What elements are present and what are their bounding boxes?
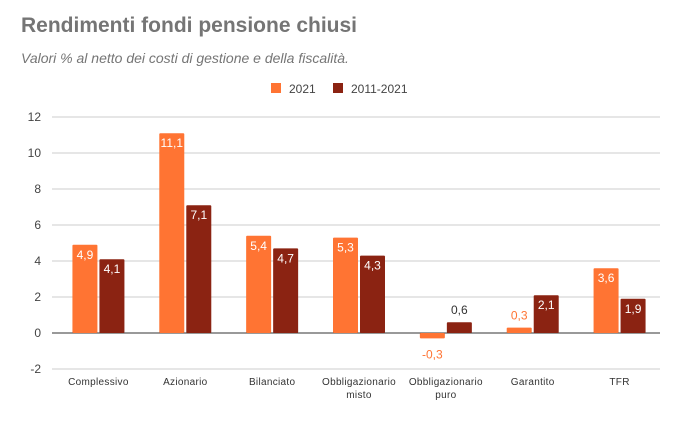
y-tick-label: 2: [34, 290, 41, 304]
y-tick-label: 12: [28, 110, 42, 124]
x-tick-label: Obbligazionario: [322, 377, 396, 388]
bar: [273, 248, 299, 333]
bar: [506, 327, 532, 333]
legend-swatch: [271, 83, 281, 93]
y-axis: -2 0 2 4 6 8 10 12: [28, 110, 42, 376]
data-label: 1,9: [625, 302, 642, 316]
x-tick-label: Azionario: [163, 377, 208, 388]
data-label: -0,3: [422, 347, 443, 361]
bars: 4,9 4,1 11,1 7,1 5,4 4,7 5,3 4,3 -0,3 0,6 0,3 2,1 3,…: [72, 133, 646, 361]
bar: [360, 255, 385, 333]
legend-label: 2021: [289, 82, 316, 96]
x-tick-label: TFR: [609, 377, 629, 388]
x-tick-label: Obbligazionario: [409, 377, 483, 388]
x-tick-label: Garantito: [511, 377, 555, 388]
bar: [593, 268, 619, 333]
data-label: 4,9: [77, 248, 94, 262]
x-axis: Complessivo Azionario Bilanciato Obbligazio…: [68, 377, 629, 401]
bar: [533, 295, 559, 333]
data-label: 2,1: [538, 298, 555, 312]
x-tick-label: Complessivo: [68, 377, 129, 388]
bar: [333, 237, 358, 333]
data-label: 5,3: [337, 241, 354, 255]
x-tick-label: puro: [435, 390, 456, 401]
legend: 2021 2011-2021: [271, 82, 408, 96]
bar: [99, 259, 125, 333]
x-tick-label: misto: [346, 390, 372, 401]
y-tick-label: 8: [34, 182, 41, 196]
data-label: 0,6: [451, 303, 468, 317]
data-label: 5,4: [250, 239, 267, 253]
bar: [246, 235, 272, 333]
bar: [186, 205, 212, 333]
y-tick-label: 4: [34, 254, 41, 268]
chart-subtitle: Valori % al netto dei costi di gestione …: [21, 50, 349, 66]
legend-swatch: [333, 83, 343, 93]
y-tick-label: -2: [30, 362, 41, 376]
data-label: 4,1: [104, 262, 121, 276]
y-tick-label: 0: [34, 326, 41, 340]
bar: [419, 333, 445, 339]
data-label: 3,6: [598, 271, 615, 285]
data-label: 0,3: [511, 309, 528, 323]
x-tick-label: Bilanciato: [249, 377, 295, 388]
bar: [72, 244, 98, 333]
data-label: 4,7: [277, 251, 294, 265]
legend-label: 2011-2021: [351, 82, 408, 96]
data-label: 4,3: [364, 259, 381, 273]
y-tick-label: 10: [28, 146, 42, 160]
data-label: 7,1: [190, 208, 207, 222]
data-label: 11,1: [161, 136, 184, 150]
bar: [620, 298, 646, 333]
bar: [446, 322, 472, 333]
y-tick-label: 6: [34, 218, 41, 232]
chart-title: Rendimenti fondi pensione chiusi: [21, 14, 358, 37]
bar: [159, 133, 185, 333]
